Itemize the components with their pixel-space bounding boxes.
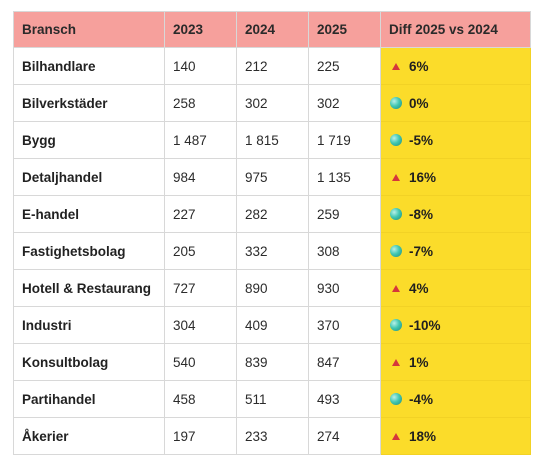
cell-2024: 409 bbox=[236, 306, 309, 344]
diff-value: -5% bbox=[409, 132, 434, 148]
cell-2025: 274 bbox=[308, 417, 381, 455]
up-triangle-icon bbox=[389, 355, 403, 370]
diff-value: 6% bbox=[409, 58, 429, 74]
green-dot-icon bbox=[389, 133, 403, 148]
cell-2025: 308 bbox=[308, 232, 381, 270]
cell-diff: 16% bbox=[380, 158, 531, 196]
cell-2023: 727 bbox=[164, 269, 237, 307]
cell-diff: -5% bbox=[380, 121, 531, 159]
row-industry-name: Partihandel bbox=[13, 380, 165, 418]
table-row: Industri 304 409 370 -10% bbox=[13, 306, 531, 344]
cell-2023: 458 bbox=[164, 380, 237, 418]
row-industry-name: Industri bbox=[13, 306, 165, 344]
table-row: Konsultbolag 540 839 847 1% bbox=[13, 343, 531, 381]
cell-2024: 975 bbox=[236, 158, 309, 196]
cell-2024: 839 bbox=[236, 343, 309, 381]
diff-value: -8% bbox=[409, 206, 434, 222]
diff-value: 16% bbox=[409, 169, 437, 185]
row-industry-name: E-handel bbox=[13, 195, 165, 233]
header-2025: 2025 bbox=[308, 11, 381, 48]
cell-2023: 258 bbox=[164, 84, 237, 122]
cell-diff: -8% bbox=[380, 195, 531, 233]
diff-value: 0% bbox=[409, 95, 429, 111]
diff-value: -7% bbox=[409, 243, 434, 259]
industry-comparison-table: Bransch 2023 2024 2025 Diff 2025 vs 2024… bbox=[13, 11, 531, 455]
diff-value: -4% bbox=[409, 391, 434, 407]
cell-2025: 302 bbox=[308, 84, 381, 122]
cell-2024: 212 bbox=[236, 47, 309, 85]
table-row: Åkerier 197 233 274 18% bbox=[13, 417, 531, 455]
table-row: E-handel 227 282 259 -8% bbox=[13, 195, 531, 233]
cell-2024: 511 bbox=[236, 380, 309, 418]
cell-diff: -4% bbox=[380, 380, 531, 418]
cell-2025: 370 bbox=[308, 306, 381, 344]
cell-2023: 205 bbox=[164, 232, 237, 270]
green-dot-icon bbox=[389, 96, 403, 111]
row-industry-name: Konsultbolag bbox=[13, 343, 165, 381]
green-dot-icon bbox=[389, 318, 403, 333]
cell-diff: -7% bbox=[380, 232, 531, 270]
diff-value: -10% bbox=[409, 317, 441, 333]
cell-2025: 493 bbox=[308, 380, 381, 418]
header-diff: Diff 2025 vs 2024 bbox=[380, 11, 531, 48]
table-row: Hotell & Restaurang 727 890 930 4% bbox=[13, 269, 531, 307]
table-row: Partihandel 458 511 493 -4% bbox=[13, 380, 531, 418]
data-table-container: Bransch 2023 2024 2025 Diff 2025 vs 2024… bbox=[13, 11, 531, 455]
cell-2023: 197 bbox=[164, 417, 237, 455]
cell-2023: 227 bbox=[164, 195, 237, 233]
cell-2023: 1 487 bbox=[164, 121, 237, 159]
header-2023: 2023 bbox=[164, 11, 237, 48]
table-row: Bygg 1 487 1 815 1 719 -5% bbox=[13, 121, 531, 159]
row-industry-name: Bilhandlare bbox=[13, 47, 165, 85]
up-triangle-icon bbox=[389, 281, 403, 296]
diff-value: 4% bbox=[409, 280, 429, 296]
cell-2025: 225 bbox=[308, 47, 381, 85]
cell-2023: 540 bbox=[164, 343, 237, 381]
table-row: Detaljhandel 984 975 1 135 16% bbox=[13, 158, 531, 196]
table-row: Bilhandlare 140 212 225 6% bbox=[13, 47, 531, 85]
cell-2025: 1 135 bbox=[308, 158, 381, 196]
row-industry-name: Detaljhandel bbox=[13, 158, 165, 196]
cell-2023: 304 bbox=[164, 306, 237, 344]
up-triangle-icon bbox=[389, 429, 403, 444]
row-industry-name: Fastighetsbolag bbox=[13, 232, 165, 270]
cell-diff: 18% bbox=[380, 417, 531, 455]
header-bransch: Bransch bbox=[13, 11, 165, 48]
up-triangle-icon bbox=[389, 59, 403, 74]
cell-2024: 302 bbox=[236, 84, 309, 122]
cell-2024: 282 bbox=[236, 195, 309, 233]
table-body: Bilhandlare 140 212 225 6% Bilverkstäder 258 30… bbox=[13, 47, 531, 455]
diff-value: 18% bbox=[409, 428, 437, 444]
cell-2024: 332 bbox=[236, 232, 309, 270]
table-row: Fastighetsbolag 205 332 308 -7% bbox=[13, 232, 531, 270]
header-2024: 2024 bbox=[236, 11, 309, 48]
green-dot-icon bbox=[389, 244, 403, 259]
row-industry-name: Hotell & Restaurang bbox=[13, 269, 165, 307]
cell-2025: 847 bbox=[308, 343, 381, 381]
green-dot-icon bbox=[389, 392, 403, 407]
cell-diff: 4% bbox=[380, 269, 531, 307]
cell-diff: 1% bbox=[380, 343, 531, 381]
cell-2025: 259 bbox=[308, 195, 381, 233]
cell-2023: 984 bbox=[164, 158, 237, 196]
cell-diff: -10% bbox=[380, 306, 531, 344]
cell-2025: 1 719 bbox=[308, 121, 381, 159]
table-row: Bilverkstäder 258 302 302 0% bbox=[13, 84, 531, 122]
cell-2024: 1 815 bbox=[236, 121, 309, 159]
row-industry-name: Bilverkstäder bbox=[13, 84, 165, 122]
row-industry-name: Bygg bbox=[13, 121, 165, 159]
table-header-row: Bransch 2023 2024 2025 Diff 2025 vs 2024 bbox=[13, 11, 531, 48]
cell-diff: 6% bbox=[380, 47, 531, 85]
cell-2023: 140 bbox=[164, 47, 237, 85]
cell-2024: 233 bbox=[236, 417, 309, 455]
green-dot-icon bbox=[389, 207, 403, 222]
cell-2025: 930 bbox=[308, 269, 381, 307]
row-industry-name: Åkerier bbox=[13, 417, 165, 455]
cell-diff: 0% bbox=[380, 84, 531, 122]
cell-2024: 890 bbox=[236, 269, 309, 307]
diff-value: 1% bbox=[409, 354, 429, 370]
up-triangle-icon bbox=[389, 170, 403, 185]
